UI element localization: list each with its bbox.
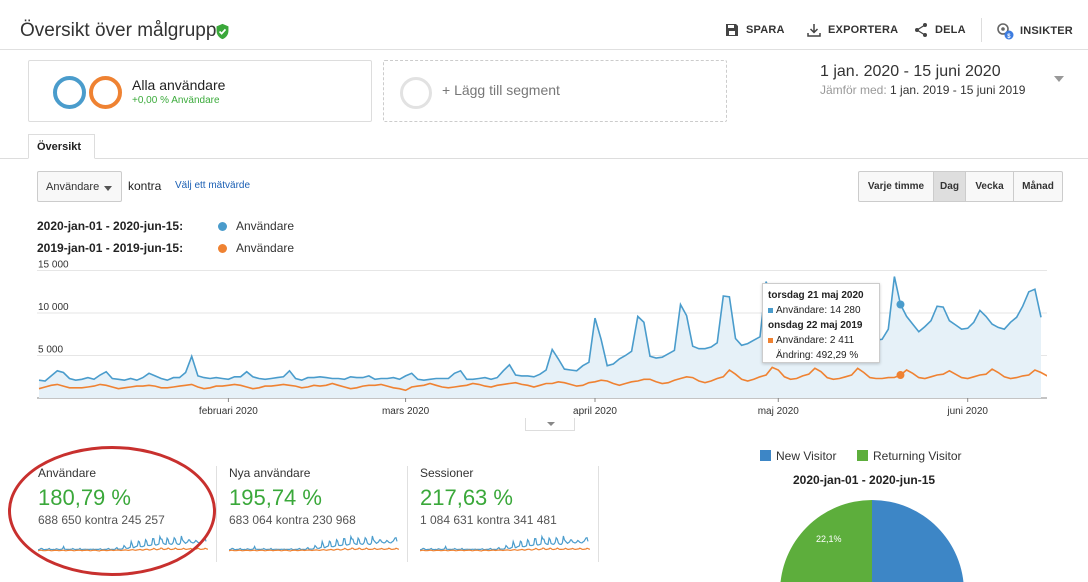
download-icon bbox=[807, 24, 821, 37]
date-dropdown-chevron-icon[interactable] bbox=[1054, 76, 1064, 82]
metric-sparkline bbox=[420, 534, 590, 552]
compare-range: Jämför med: 1 jan. 2019 - 15 juni 2019 bbox=[820, 83, 1025, 97]
export-label: EXPORTERA bbox=[828, 24, 899, 36]
pie-legend-returning-label: Returning Visitor bbox=[873, 449, 962, 463]
tooltip-date-current: torsdag 21 maj 2020 bbox=[768, 290, 864, 301]
share-button[interactable]: DELA bbox=[913, 22, 966, 38]
svg-text:$: $ bbox=[1007, 34, 1011, 40]
highlight-point-previous bbox=[896, 371, 905, 380]
y-tick-label: 5 000 bbox=[38, 345, 63, 356]
metric-percent: 195,74 % bbox=[229, 485, 322, 510]
x-tick-label: juni 2020 bbox=[946, 406, 988, 417]
y-tick-label: 10 000 bbox=[38, 302, 69, 313]
y-tick-label: 15 000 bbox=[38, 260, 69, 271]
metric-divider bbox=[407, 466, 408, 562]
metric-comparison: 1 084 631 kontra 341 481 bbox=[420, 513, 557, 527]
pie-legend-new: New Visitor bbox=[760, 449, 836, 463]
segment-previous-circle-icon bbox=[89, 76, 122, 109]
granularity-day[interactable]: Dag bbox=[933, 171, 966, 202]
legend-current-series: Användare bbox=[236, 219, 295, 233]
metric-divider bbox=[216, 466, 217, 562]
legend-previous-series: Användare bbox=[236, 241, 295, 255]
segment-current-circle-icon bbox=[53, 76, 86, 109]
metric-card-sessions[interactable]: Sessioner 217,63 % 1 084 631 kontra 341 … bbox=[420, 466, 600, 552]
compare-dates: 1 jan. 2019 - 15 juni 2019 bbox=[890, 83, 1026, 97]
verified-shield-icon bbox=[216, 23, 229, 40]
metric-comparison: 683 064 kontra 230 968 bbox=[229, 513, 356, 527]
sparkline-previous bbox=[229, 547, 399, 552]
sparkline-previous bbox=[420, 547, 590, 552]
highlight-annotation-oval bbox=[8, 446, 216, 576]
date-range[interactable]: 1 jan. 2020 - 15 juni 2020 bbox=[820, 63, 1001, 80]
x-tick-label: februari 2020 bbox=[199, 406, 258, 417]
tooltip-value-previous: Användare: 2 411 bbox=[776, 335, 855, 346]
metric-select[interactable]: Användare bbox=[37, 171, 122, 202]
add-segment-label: + Lägg till segment bbox=[442, 82, 560, 98]
pie-legend-new-label: New Visitor bbox=[776, 449, 837, 463]
legend-current-dot bbox=[218, 222, 227, 231]
metric-sparkline bbox=[229, 534, 399, 552]
save-label: SPARA bbox=[746, 24, 785, 36]
add-segment-circle-icon bbox=[400, 77, 432, 109]
chevron-down-icon bbox=[104, 186, 112, 191]
x-tick-label: april 2020 bbox=[573, 406, 617, 417]
current-series-area bbox=[39, 276, 1041, 398]
legend-previous-range: 2019-jan-01 - 2019-jun-15: bbox=[37, 241, 184, 255]
legend-swatch bbox=[857, 450, 868, 461]
tab-overview[interactable]: Översikt bbox=[28, 134, 95, 159]
granularity-week[interactable]: Vecka bbox=[965, 171, 1014, 202]
highlight-point-current bbox=[896, 300, 905, 309]
page-title: Översikt över målgrupp bbox=[20, 20, 217, 41]
share-icon bbox=[915, 23, 927, 37]
chart-tooltip: torsdag 21 maj 2020 Användare: 14 280 on… bbox=[762, 283, 880, 363]
pie-slice-returning-visitor bbox=[780, 500, 872, 582]
choose-metric-link[interactable]: Välj ett mätvärde bbox=[175, 180, 251, 191]
sparkline-current bbox=[229, 534, 398, 551]
tooltip-change: Ändring: 492,29 % bbox=[776, 350, 859, 361]
granularity-hour[interactable]: Varje timme bbox=[858, 171, 934, 202]
legend-swatch bbox=[760, 450, 771, 461]
legend-previous-dot bbox=[218, 244, 227, 253]
tab-divider bbox=[0, 158, 1088, 159]
versus-label: kontra bbox=[128, 179, 162, 193]
save-button[interactable]: SPARA bbox=[724, 22, 785, 38]
pie-slice-new-visitor bbox=[872, 500, 964, 582]
add-segment-button[interactable]: + Lägg till segment bbox=[383, 60, 727, 122]
tooltip-previous-square bbox=[768, 337, 773, 343]
insights-icon: $ bbox=[997, 23, 1014, 40]
segment-name: Alla användare bbox=[132, 77, 226, 93]
segment-change: +0,00 % Användare bbox=[132, 95, 220, 106]
metric-label: Sessioner bbox=[420, 466, 474, 480]
chart-expand-handle[interactable] bbox=[525, 418, 575, 431]
tooltip-date-previous: onsdag 22 maj 2019 bbox=[768, 320, 863, 331]
compare-prefix: Jämför med: bbox=[820, 83, 887, 97]
x-tick-label: maj 2020 bbox=[758, 406, 800, 417]
metric-label: Nya användare bbox=[229, 466, 311, 480]
toolbar-divider bbox=[981, 18, 982, 42]
users-line-chart[interactable]: 5 000 10 000 15 000 februari 2020 mars 2020 a… bbox=[37, 260, 1047, 425]
pie-title: 2020-jan-01 - 2020-jun-15 bbox=[793, 473, 936, 487]
floppy-disk-icon bbox=[726, 24, 738, 36]
previous-series-line bbox=[38, 366, 1047, 392]
segment-all-users[interactable]: Alla användare +0,00 % Användare bbox=[28, 60, 372, 122]
tooltip-current-square bbox=[768, 307, 773, 313]
insights-label: INSIKTER bbox=[1020, 25, 1073, 37]
metric-card-new-users[interactable]: Nya användare 195,74 % 683 064 kontra 23… bbox=[229, 466, 409, 552]
metric-percent: 217,63 % bbox=[420, 485, 513, 510]
export-button[interactable]: EXPORTERA bbox=[806, 22, 898, 38]
metric-select-value: Användare bbox=[46, 181, 100, 193]
tooltip-value-current: Användare: 14 280 bbox=[776, 305, 861, 316]
visitor-pie-chart[interactable]: 22,1% bbox=[780, 500, 964, 582]
metric-divider bbox=[598, 466, 599, 562]
x-tick-label: mars 2020 bbox=[382, 406, 430, 417]
insights-button[interactable]: $ INSIKTER bbox=[996, 22, 1073, 40]
share-label: DELA bbox=[935, 24, 966, 36]
sparkline-current bbox=[420, 534, 589, 551]
top-bar: Översikt över målgrupp SPARA EXPORTERA D… bbox=[0, 0, 1088, 50]
pie-slice-returning-label: 22,1% bbox=[816, 534, 842, 544]
granularity-month[interactable]: Månad bbox=[1013, 171, 1063, 202]
pie-legend-returning: Returning Visitor bbox=[857, 449, 962, 463]
legend-current-range: 2020-jan-01 - 2020-jun-15: bbox=[37, 219, 184, 233]
